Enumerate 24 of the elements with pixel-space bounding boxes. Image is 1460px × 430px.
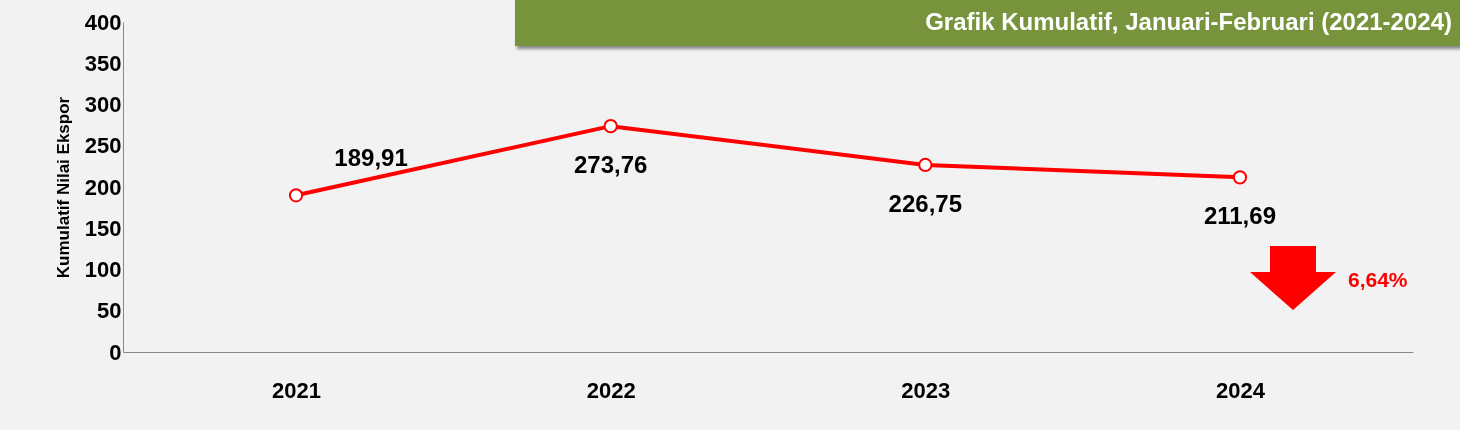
point — [603, 119, 618, 134]
point — [918, 157, 933, 173]
y-tick-label: 0 — [109, 339, 122, 365]
point — [1232, 170, 1248, 185]
point — [288, 188, 304, 203]
title-banner: Grafik Kumulatif, Januari-Februari (2021-2024) — [515, 0, 1460, 46]
x-tick-label: 2024 — [1215, 377, 1266, 403]
y-axis-title: Kumulatif Nilai Ekspor — [53, 96, 73, 279]
y-tick-label: 350 — [84, 50, 122, 76]
x-tick-label: 2023 — [901, 377, 951, 403]
annotation: 6,64% — [1348, 268, 1408, 292]
text: 273,76 — [573, 151, 648, 179]
y-tick-label: 150 — [84, 215, 122, 241]
y-tick-label: 100 — [84, 257, 122, 282]
text: 189,91 — [334, 144, 408, 172]
y-tick-label: 250 — [84, 133, 122, 159]
x-tick-label: 2021 — [272, 377, 322, 403]
y-tick-label: 400 — [84, 9, 122, 35]
text: 226,75 — [888, 189, 963, 217]
y-tick-label: 50 — [97, 298, 122, 324]
x-tick-label: 2022 — [586, 377, 636, 403]
y-tick-label: 300 — [84, 92, 122, 117]
text: 211,69 — [1203, 202, 1276, 230]
y-tick-label: 200 — [84, 174, 122, 200]
